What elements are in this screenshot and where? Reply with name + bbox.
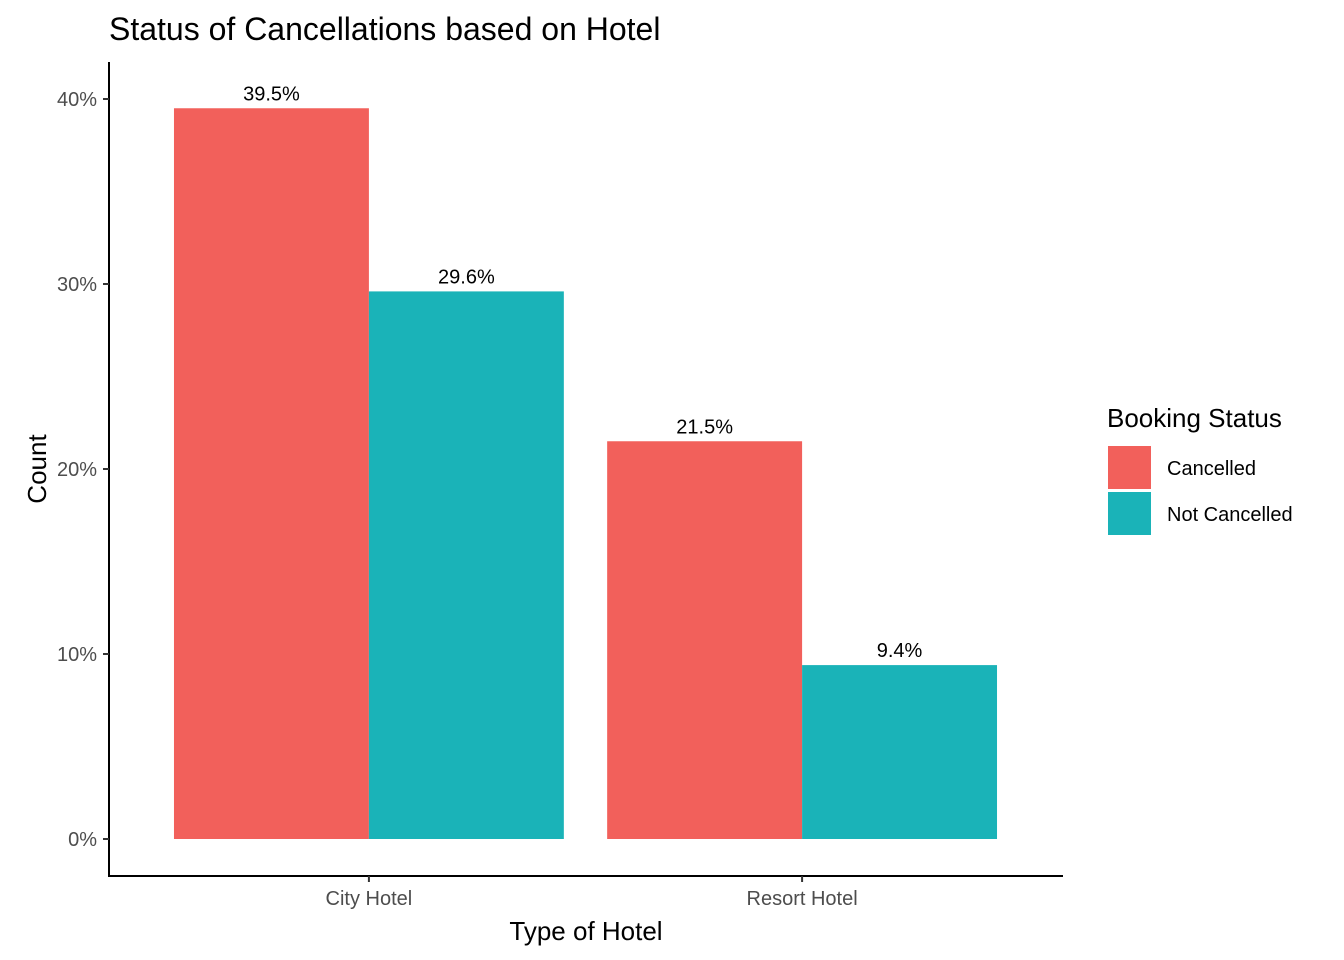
bar-city-hotel-not-cancelled (368, 291, 564, 839)
legend-label-cancelled: Cancelled (1167, 458, 1256, 480)
data-label-city-hotel-cancelled: 39.5% (243, 83, 300, 105)
bars (173, 108, 998, 839)
x-tick-label: Resort Hotel (747, 888, 858, 910)
legend-title: Booking Status (1107, 403, 1282, 433)
legend: Booking Status Cancelled Not Cancelled (1107, 403, 1293, 535)
bar-resort-hotel-cancelled (607, 441, 803, 839)
legend-label-not-cancelled: Not Cancelled (1167, 504, 1293, 526)
y-axis-ticks: 0% 10% 20% 30% 40% (57, 89, 109, 851)
data-label-city-hotel-not-cancelled: 29.6% (438, 266, 495, 288)
data-label-resort-hotel-cancelled: 21.5% (676, 416, 733, 438)
data-label-resort-hotel-not-cancelled: 9.4% (877, 640, 923, 662)
y-tick-label: 40% (57, 89, 97, 111)
y-tick-label: 10% (57, 644, 97, 666)
x-axis-title: Type of Hotel (509, 916, 662, 946)
y-tick-label: 0% (68, 829, 97, 851)
legend-items: Cancelled Not Cancelled (1108, 446, 1293, 535)
y-tick-label: 30% (57, 274, 97, 296)
legend-swatch-not-cancelled (1108, 492, 1151, 535)
bar-resort-hotel-not-cancelled (802, 665, 998, 839)
y-tick-label: 20% (57, 459, 97, 481)
legend-swatch-cancelled (1108, 446, 1151, 489)
x-axis-ticks: City Hotel Resort Hotel (326, 876, 858, 910)
chart-title: Status of Cancellations based on Hotel (109, 11, 660, 47)
y-axis-title: Count (22, 434, 52, 504)
bar-city-hotel-cancelled (173, 108, 369, 839)
x-tick-label: City Hotel (326, 888, 413, 910)
data-labels: 39.5% 21.5% 29.6% 9.4% (243, 83, 922, 662)
